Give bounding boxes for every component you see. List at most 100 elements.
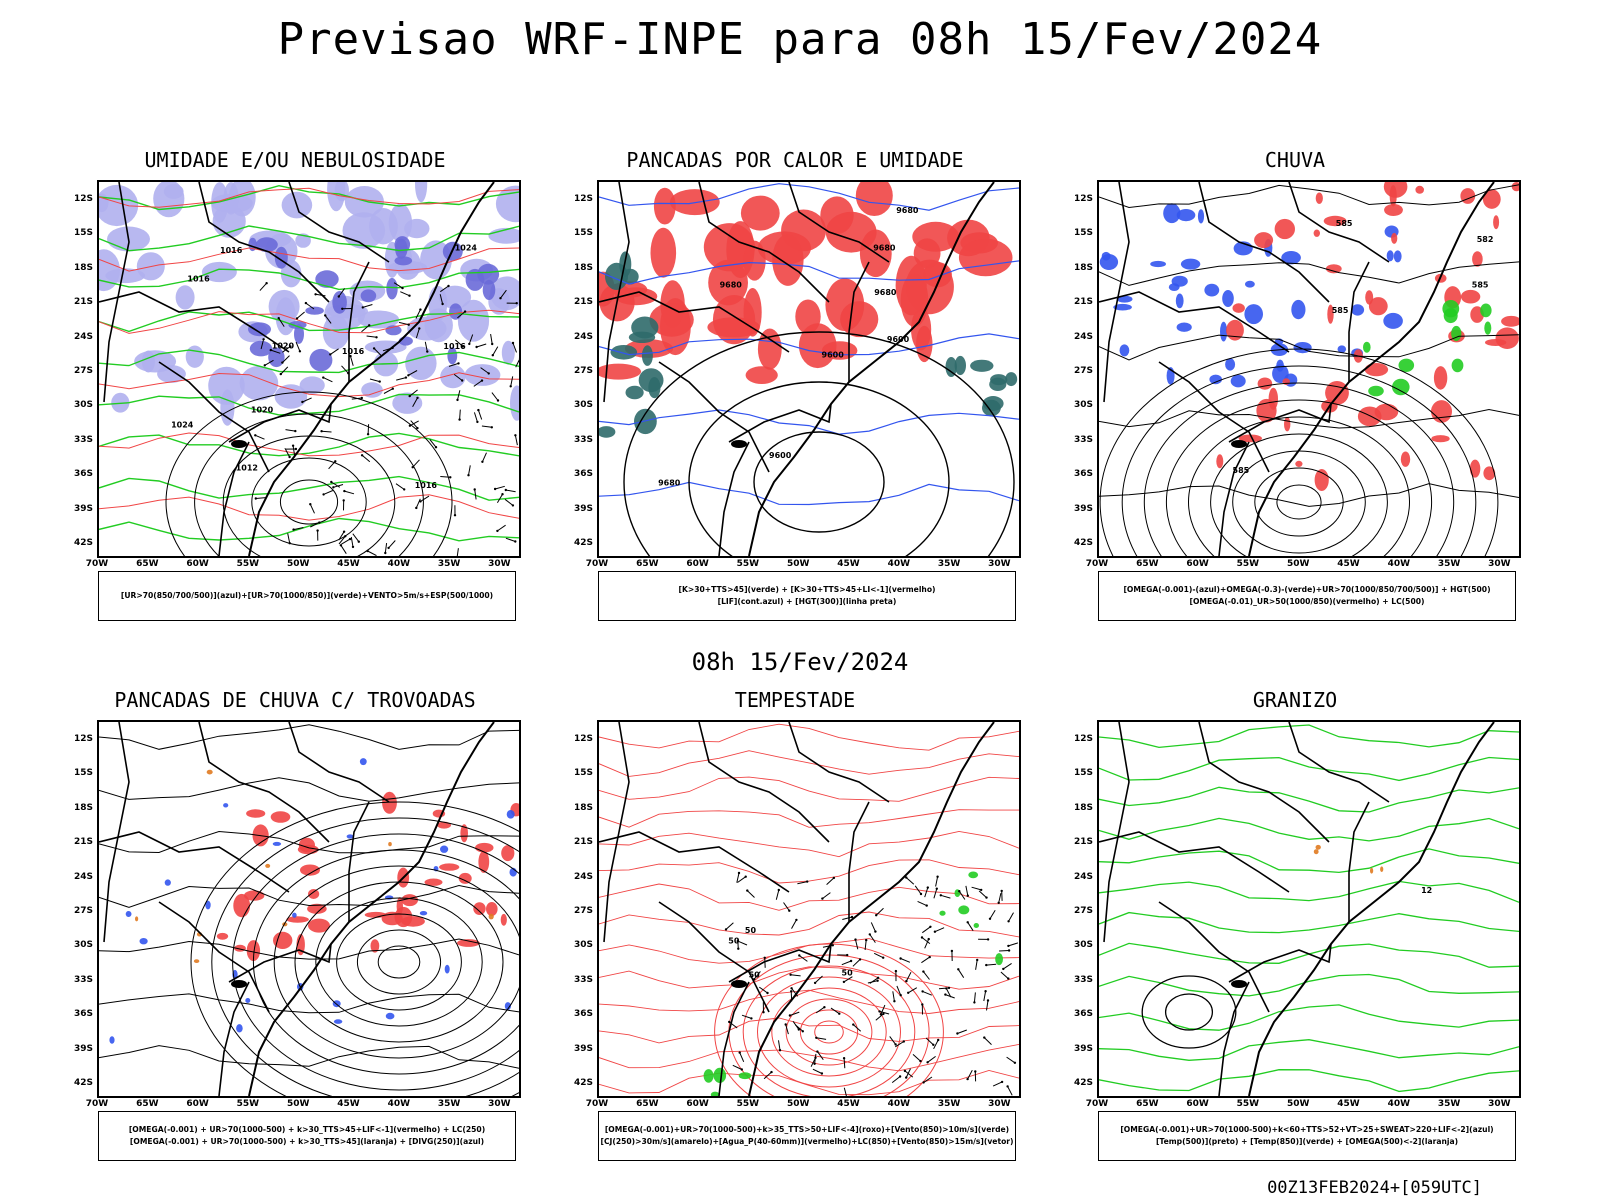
wind-vector: [367, 424, 370, 435]
wind-vector-head: [854, 938, 857, 941]
wind-vector-head: [496, 529, 499, 533]
lon-tick-label: 55W: [236, 559, 260, 569]
wind-vector: [879, 1010, 890, 1015]
wind-vector: [457, 390, 461, 401]
instability-shade: [610, 345, 638, 360]
wind-vector-head: [348, 537, 352, 541]
wind-vector-head: [823, 1006, 826, 1009]
streamline: [1099, 334, 1519, 361]
lat-tick-label: 27S: [1073, 366, 1093, 376]
panel-legend: [OMEGA(-0.001)+UR>70(1000-500)+k<60+TTS>…: [1098, 1111, 1516, 1161]
wind-vector: [296, 311, 305, 319]
wind-vector: [439, 294, 444, 305]
legend-line: [OMEGA(-0.01)_UR>50(1000/850)(vermelho) …: [1189, 597, 1425, 606]
divergence-blue-shade: [506, 810, 515, 819]
thunderstorm-red-shade: [286, 916, 309, 923]
temp850-contour: [1099, 942, 1519, 968]
wind-vector: [415, 309, 421, 319]
hgt500-contour: [1188, 416, 1410, 556]
wind-vector-head: [292, 528, 295, 531]
thunderstorm-red-shade: [364, 911, 387, 918]
lat-tick-label: 15S: [1073, 768, 1093, 779]
wind-vector: [923, 971, 930, 980]
isobar-contour: [165, 391, 453, 556]
rain-red-shade: [1389, 185, 1397, 207]
wind-vector: [264, 359, 274, 366]
hgt500-contour: [1143, 382, 1455, 556]
wind-vector: [362, 304, 373, 308]
wind-vector: [869, 934, 876, 943]
wind-vector: [971, 886, 982, 891]
wind-vector-head: [501, 493, 504, 496]
wind-vector-head: [511, 504, 515, 507]
humidity-850-shade: [501, 340, 515, 365]
wind-vector: [367, 550, 377, 556]
wind-vector-head: [973, 1001, 976, 1004]
wind-vector-head: [343, 489, 346, 493]
wind-vector: [412, 397, 418, 407]
wind-vector: [459, 409, 461, 420]
panel-title: TEMPESTADE: [734, 688, 856, 712]
wind-vector: [978, 890, 987, 898]
wind-vector-head: [487, 372, 490, 375]
instability-shade: [621, 268, 639, 285]
wind-vector-head: [419, 308, 422, 311]
rain-red-shade: [1325, 381, 1349, 405]
precipitable-water-contour: [599, 1017, 1019, 1044]
lat-tick-label: 24S: [573, 331, 593, 342]
temp850-contour: [1099, 911, 1519, 934]
country-border: [228, 403, 332, 443]
wind-vector-head: [974, 1070, 977, 1073]
humidity-dense-shade: [305, 306, 324, 315]
wind-vector: [395, 483, 405, 490]
lon-tick-label: 35W: [1437, 559, 1461, 569]
country-border: [158, 901, 270, 1013]
contour-value-label: 582: [1477, 235, 1494, 244]
lon-tick-label: 35W: [437, 559, 461, 569]
thunderstorm-red-shade: [307, 903, 327, 914]
wind-vector-head: [491, 354, 494, 357]
wind-vector-head: [304, 301, 308, 305]
thunderstorm-orange-shade: [193, 959, 200, 963]
omega-green-shade: [1442, 300, 1460, 318]
humidity-850-shade: [274, 384, 308, 409]
wind-vector: [480, 367, 489, 374]
lat-tick-label: 24S: [1073, 871, 1093, 882]
lat-tick-label: 30S: [1073, 400, 1093, 411]
wind-vector-head: [966, 921, 969, 924]
humidity-850-shade: [99, 184, 139, 227]
lon-tick-label: 40W: [1387, 1099, 1411, 1109]
wind-vector: [737, 938, 739, 949]
temp850-contour: [1099, 1004, 1519, 1031]
lon-tick-label: 50W: [786, 559, 810, 569]
legend-line: [CJ(250)>30m/s](amarelo)+[Agua_P(40-60mm…: [600, 1137, 1014, 1146]
temp500-contour: [1141, 975, 1237, 1049]
wind-vector-head: [269, 348, 272, 352]
contour-value-label: 1016: [220, 246, 243, 255]
wind-vector-head: [401, 286, 404, 290]
wind-vector-head: [407, 323, 410, 326]
streamline: [99, 777, 519, 802]
wind-vector: [922, 990, 932, 996]
humidity-1000-contour: [99, 349, 519, 374]
lon-tick-label: 60W: [686, 1099, 709, 1109]
omega-blue-shade: [1209, 374, 1222, 385]
wind-vector: [957, 1029, 967, 1034]
wind-vector: [873, 952, 884, 959]
precipitable-water-contour: [599, 859, 1019, 884]
wind-vector-head: [724, 928, 728, 931]
wind-vector-head: [511, 341, 515, 345]
omega500-orange-shade: [1313, 849, 1319, 855]
wind-vector-head: [322, 493, 325, 496]
wind-vector: [938, 987, 950, 990]
country-border: [348, 801, 370, 922]
contour-value-label: 585: [1336, 219, 1353, 228]
country-border: [1103, 722, 1130, 943]
wind-vector: [497, 524, 506, 532]
precipitable-water-contour: [599, 750, 1019, 777]
legend-line: [LIF](cont.azul) + [HGT(300)](linha pret…: [717, 597, 897, 606]
wind-vector-head: [950, 949, 954, 953]
contour-value-label: 9600: [822, 351, 845, 360]
map-canvas: 50 50 50 50: [599, 722, 1019, 1096]
lat-tick-label: 18S: [1073, 802, 1093, 813]
